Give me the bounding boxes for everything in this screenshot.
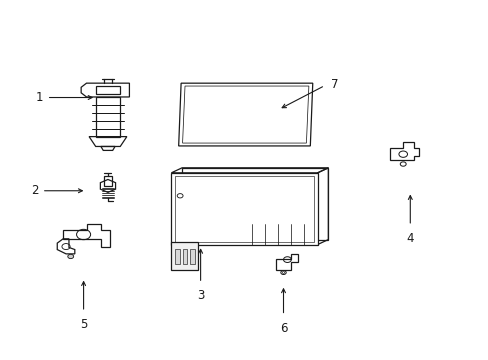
Polygon shape [171, 173, 317, 244]
Text: 3: 3 [197, 289, 204, 302]
Text: 7: 7 [330, 78, 338, 91]
Bar [190, 249, 194, 264]
Text: 6: 6 [279, 321, 286, 335]
Text: 2: 2 [31, 184, 39, 197]
Bar [171, 242, 197, 270]
Bar [183, 249, 187, 264]
Bar [104, 176, 112, 186]
Text: 4: 4 [406, 232, 413, 245]
Text: 1: 1 [36, 91, 43, 104]
Bar [175, 249, 180, 264]
Text: 5: 5 [80, 318, 87, 331]
Circle shape [68, 254, 74, 258]
Bar [96, 97, 120, 136]
